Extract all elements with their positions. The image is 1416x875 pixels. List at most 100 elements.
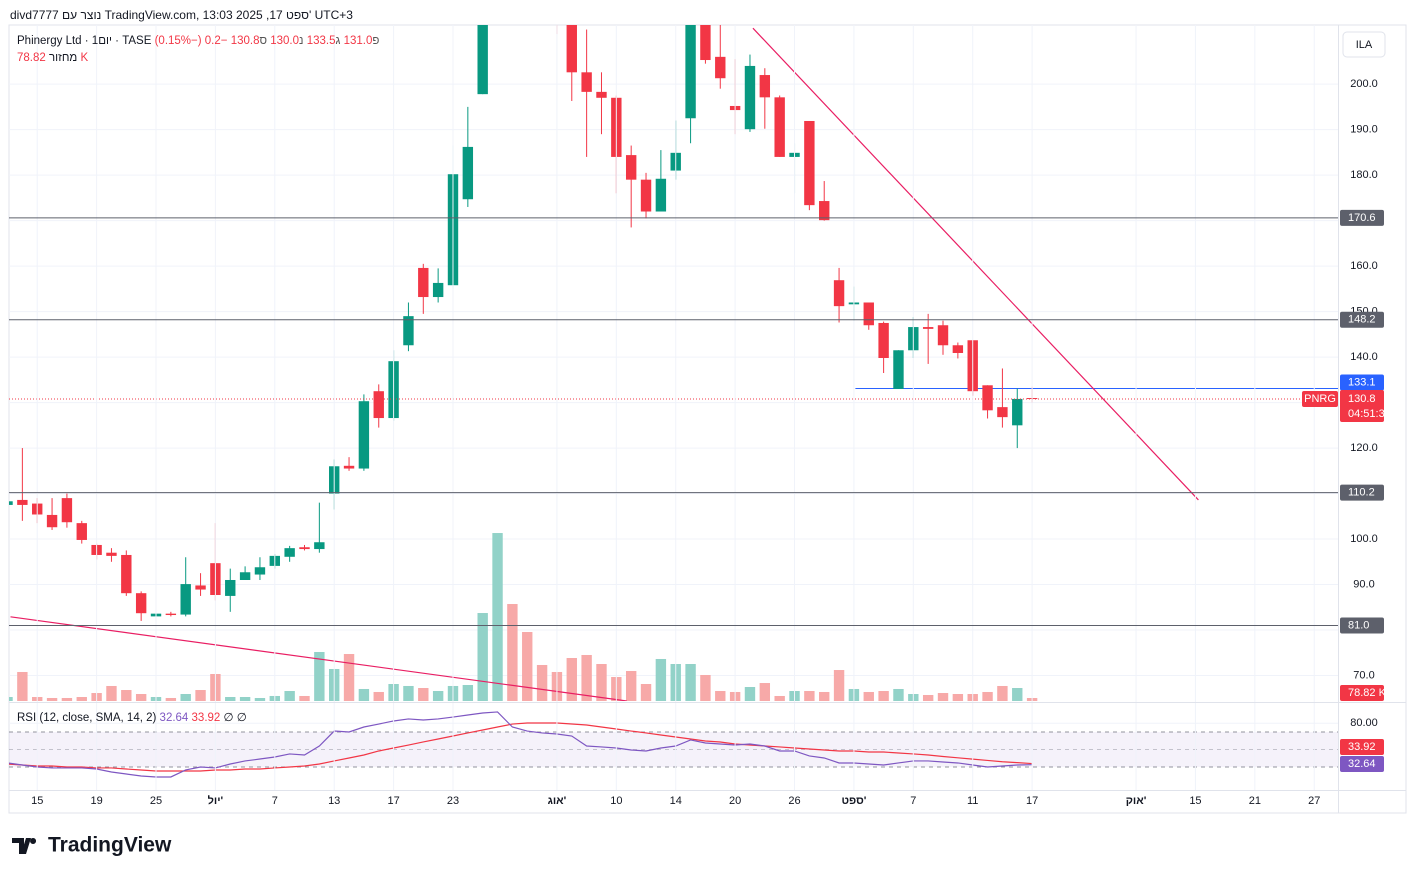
currency-label[interactable]: ILA [1356, 39, 1373, 51]
x-tick-label: 26 [788, 795, 800, 807]
volume-bar [239, 697, 251, 701]
volume-bar [106, 685, 117, 701]
volume-bar [715, 691, 726, 701]
y-tick-label: 90.0 [1353, 578, 1374, 590]
rsi-extra: ∅ [223, 712, 234, 724]
rsi-badge [1340, 756, 1384, 772]
ohlc-key: ס [259, 35, 268, 47]
logo-text: TradingView [48, 834, 172, 857]
candle-body [284, 548, 295, 557]
volume-bar [700, 674, 711, 701]
volume-bar [477, 613, 488, 701]
x-tick-label: 25 [150, 795, 162, 807]
candle-body [819, 201, 830, 221]
candle-body [552, 2, 562, 20]
volume-bar [536, 664, 548, 701]
rsi-sma-line [9, 722, 1033, 772]
candle-body [299, 547, 310, 550]
candle-body [358, 401, 370, 469]
x-tick-label: 11 [967, 795, 978, 807]
x-tick-label: 21 [1249, 795, 1261, 807]
volume-bar [655, 658, 667, 701]
volume-bar [284, 691, 295, 701]
volume-bar [314, 651, 325, 701]
y-tick-label: 140.0 [1350, 351, 1378, 363]
x-tick-label: 20 [729, 795, 741, 807]
x-tick-label: 15 [31, 795, 43, 807]
candle-body [759, 75, 771, 98]
volume-bar [982, 691, 993, 701]
rsi-sma-badge-label: 33.92 [1348, 741, 1376, 753]
candle-body [685, 25, 696, 119]
candle-body [9, 501, 13, 505]
candle-body [1012, 398, 1023, 426]
level-badge [1340, 209, 1384, 226]
volume-bar [1012, 687, 1023, 701]
x-tick-label: אוק' [1126, 795, 1147, 807]
x-tick-label: 17 [1026, 795, 1038, 807]
volume-legend: מחזור 78.82 K [17, 52, 88, 64]
volume-bar [180, 694, 191, 701]
volume-bar [774, 695, 785, 701]
level-badge [1340, 311, 1384, 328]
rsi-tick-label: 80.00 [1350, 717, 1378, 729]
rsi-line [9, 711, 1033, 778]
volume-badge-label: 78.82 K [1348, 687, 1387, 699]
candle-body [432, 282, 444, 298]
ohlc-value: 131.0 [343, 35, 373, 47]
rsi-value: 32.64 [159, 712, 189, 724]
volume-bar [61, 697, 73, 701]
candle-body [61, 498, 73, 523]
candle-body [418, 267, 429, 298]
volume-bar [76, 697, 87, 701]
x-tick-label: ספט' [841, 795, 866, 807]
candle-body [121, 554, 132, 594]
candle-body [774, 97, 785, 157]
volume-bar [685, 664, 696, 701]
volume-bar [403, 685, 414, 701]
candle-body [477, 25, 488, 95]
volume-badge [1340, 685, 1384, 701]
x-tick-label: 17 [387, 795, 399, 807]
candle-body [76, 523, 87, 540]
volume-bar [507, 604, 518, 701]
y-tick-label: 160.0 [1350, 260, 1378, 272]
level-badge-label: 170.6 [1348, 212, 1376, 224]
ohlc-key: ג [335, 35, 341, 47]
currency-button[interactable] [1342, 31, 1386, 58]
candle-body [537, 0, 547, 2]
rsi-band [9, 731, 1338, 767]
ohlc-value: 130.8 [230, 35, 260, 47]
candle-body [655, 178, 667, 212]
volume-bar [165, 697, 177, 701]
candle-body [106, 552, 117, 556]
symbol-tag-label: PNRG [1304, 393, 1336, 405]
candle-body [922, 327, 934, 329]
volume-bar [373, 691, 384, 701]
volume-bar [952, 694, 964, 701]
attribution: divd7777 נוצר עם TradingView.com, 13:03 … [10, 8, 353, 22]
volume-bar [744, 687, 756, 701]
volume-bar [566, 657, 577, 701]
volume-bar [358, 688, 370, 701]
y-tick-label: 200.0 [1350, 78, 1378, 90]
volume-bar [878, 691, 889, 701]
volume-bar [759, 683, 771, 701]
volume-bar [418, 687, 429, 701]
candle-body [700, 25, 711, 61]
volume-bar [625, 671, 637, 701]
candle-body [863, 302, 874, 326]
alert-badge-label: 133.1 [1348, 376, 1376, 388]
level-badge-label: 148.2 [1348, 314, 1376, 326]
price-badge-label: 130.8 [1348, 393, 1376, 405]
volume-bar [343, 654, 355, 701]
volume-bar [195, 690, 206, 701]
rsi-badge-label: 32.64 [1348, 758, 1376, 770]
level-badge-label: 81.0 [1348, 619, 1369, 631]
candle-body [893, 350, 904, 389]
ohlc-key: פ [372, 35, 380, 47]
volume-bar [432, 691, 444, 701]
candle-body [165, 613, 177, 616]
rsi-title: RSI (12, close, SMA, 14, 2) [17, 712, 157, 724]
rsi-extra: ∅ [236, 712, 247, 724]
